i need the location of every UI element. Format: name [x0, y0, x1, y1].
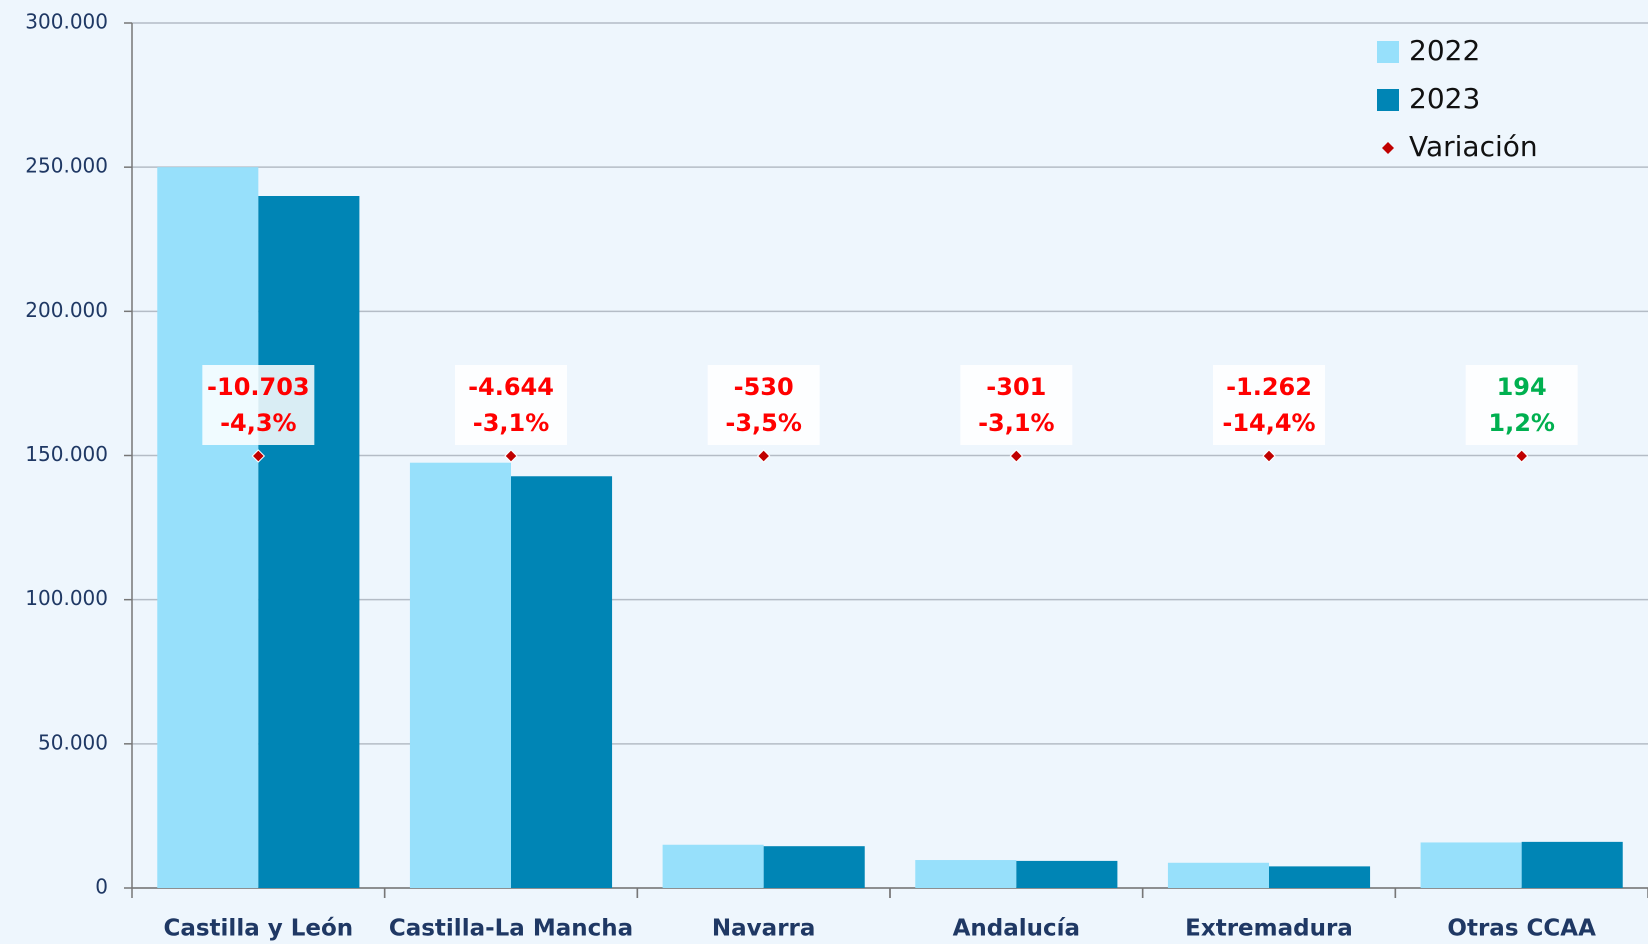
legend-marker [1382, 142, 1394, 154]
variation-percent-label: -3,1% [473, 409, 550, 437]
variation-marker [1514, 449, 1529, 463]
x-tick-label: Andalucía [953, 916, 1080, 942]
bar [1016, 860, 1118, 888]
variation-marker [251, 449, 266, 463]
variation-percent-label: -3,5% [725, 409, 802, 437]
variation-label-box [1465, 365, 1578, 445]
variation-label-box [455, 365, 567, 445]
variation-label: -530 [734, 373, 794, 401]
y-tick-label: 200.000 [25, 298, 108, 322]
x-tick-label: Castilla-La Mancha [389, 916, 633, 942]
variation-label: 194 [1497, 373, 1547, 401]
bar [409, 462, 511, 888]
bar [1269, 866, 1371, 888]
legend-label: 2023 [1409, 82, 1480, 115]
y-tick-label: 150.000 [25, 442, 108, 466]
variation-marker [504, 449, 518, 463]
variation-label: -4.644 [468, 373, 554, 401]
legend-swatch [1377, 89, 1399, 111]
variation-marker [756, 449, 771, 463]
bar [1420, 842, 1522, 888]
bar [662, 844, 764, 888]
x-tick-label: Castilla y León [163, 916, 353, 942]
variation-label: -1.262 [1226, 373, 1312, 401]
variation-label-box [1213, 365, 1325, 445]
variation-marker [1009, 449, 1024, 463]
x-tick-label: Navarra [712, 916, 816, 942]
variation-percent-label: -3,1% [978, 409, 1055, 437]
x-tick-label: Otras CCAA [1447, 916, 1596, 942]
bar [915, 860, 1017, 888]
variation-percent-label: 1,2% [1488, 409, 1555, 437]
bar [258, 196, 360, 888]
variation-label-box [202, 365, 315, 445]
y-tick-label: 250.000 [25, 154, 108, 178]
y-tick-label: 0 [95, 875, 108, 899]
y-tick-label: 100.000 [25, 586, 108, 610]
bar [1167, 862, 1269, 888]
bar [157, 167, 259, 888]
variation-marker [1262, 449, 1276, 463]
y-tick-label: 300.000 [25, 10, 108, 34]
legend-label: 2022 [1409, 34, 1480, 67]
bar [511, 476, 613, 888]
y-tick-label: 50.000 [38, 730, 108, 754]
variation-label-box [960, 365, 1073, 445]
variation-label: -301 [986, 373, 1046, 401]
legend-swatch [1377, 41, 1399, 63]
bar [763, 846, 865, 888]
variation-label: -10.703 [207, 373, 310, 401]
x-tick-label: Extremadura [1185, 916, 1353, 942]
variation-percent-label: -4,3% [220, 409, 297, 437]
variation-percent-label: -14,4% [1222, 409, 1315, 437]
legend-label: Variación [1409, 130, 1538, 163]
bar [1521, 841, 1623, 888]
variation-label-box [707, 365, 820, 445]
